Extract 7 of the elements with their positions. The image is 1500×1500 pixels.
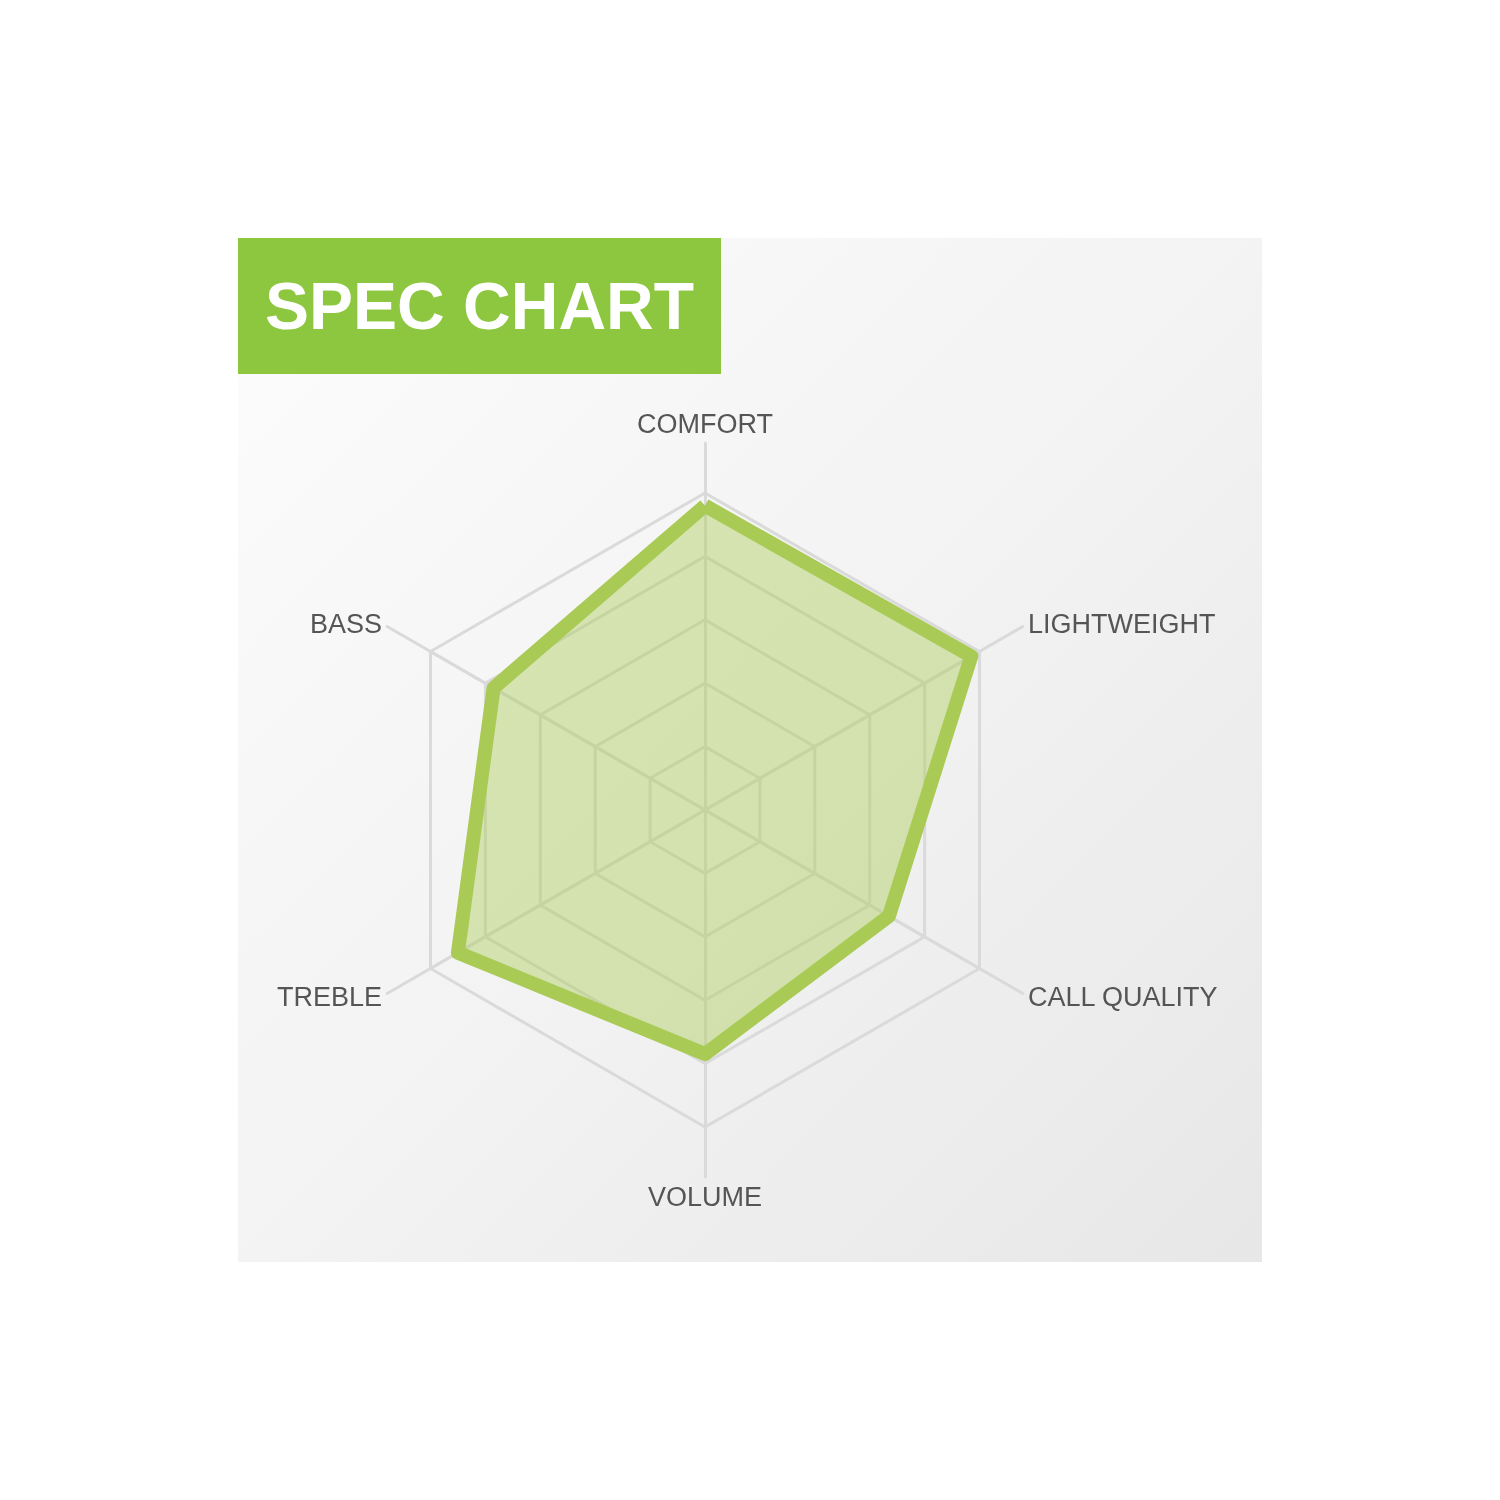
spoke-label: LIGHTWEIGHT (1028, 608, 1216, 639)
spoke-label: CALL QUALITY (1028, 981, 1218, 1012)
spoke-label: TREBLE (276, 981, 382, 1012)
chart-title: SPEC CHART (265, 269, 695, 343)
spoke-label: BASS (309, 608, 382, 639)
spoke-label: COMFORT (637, 408, 773, 439)
spoke-label: VOLUME (647, 1181, 763, 1212)
